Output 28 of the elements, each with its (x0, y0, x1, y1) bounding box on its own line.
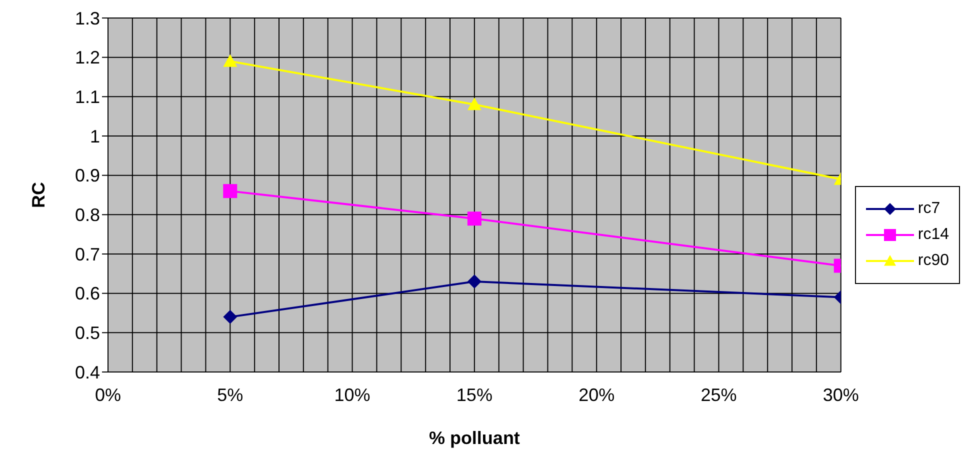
x-tick-label: 25% (700, 384, 737, 405)
x-tick-label: 10% (334, 384, 370, 405)
y-tick-label: 0.7 (74, 244, 100, 264)
x-tick-label: 0% (94, 384, 122, 405)
y-tick-label: 1 (90, 126, 100, 146)
point (223, 54, 238, 67)
x-tick-label: 15% (456, 384, 492, 405)
legend-label: rc14 (918, 226, 949, 244)
y-tick-label: 1.3 (74, 8, 100, 28)
y-tick-label: 0.9 (74, 166, 100, 186)
point (467, 212, 482, 226)
x-tick-label: 5% (217, 384, 244, 405)
point (223, 310, 238, 324)
y-tick-label: 0.6 (74, 284, 100, 304)
y-tick-label: 1.1 (74, 87, 100, 108)
point (223, 184, 238, 198)
x-axis-title: % polluant (428, 428, 520, 448)
y-axis-title: RC (28, 182, 48, 208)
point (467, 98, 482, 110)
point (467, 274, 482, 289)
y-tick-label: 0.5 (74, 323, 100, 344)
y-tick-label: 1.2 (74, 48, 100, 68)
legend-label: rc7 (918, 200, 940, 218)
y-tick-label: 0.4 (74, 362, 100, 382)
x-tick-label: 20% (578, 384, 615, 405)
legend-label: rc90 (918, 252, 949, 270)
x-tick-label: 30% (822, 384, 859, 405)
y-tick-label: 0.8 (74, 205, 100, 226)
